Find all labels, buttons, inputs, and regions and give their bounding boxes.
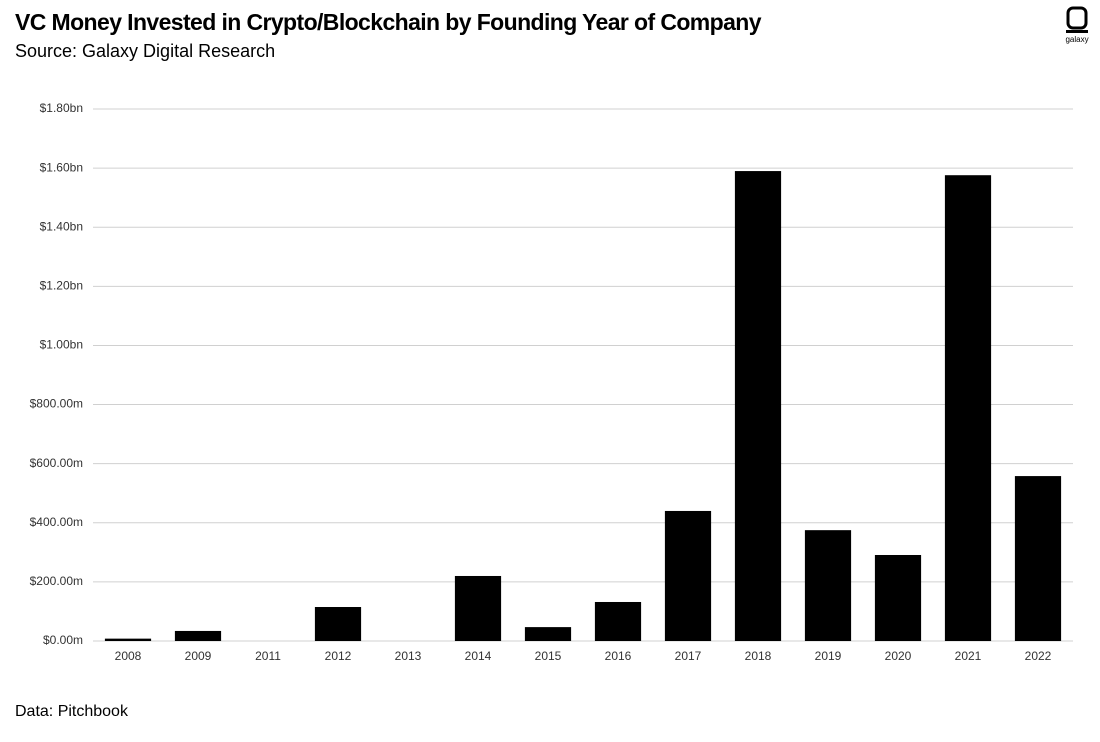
x-tick-label: 2008 xyxy=(115,649,142,663)
y-tick-label: $1.40bn xyxy=(40,219,83,233)
y-tick-label: $1.80bn xyxy=(40,101,83,115)
x-tick-label: 2017 xyxy=(675,649,702,663)
x-tick-label: 2014 xyxy=(465,649,492,663)
y-tick-label: $600.00m xyxy=(30,456,83,470)
bar xyxy=(804,530,852,641)
y-tick-label: $200.00m xyxy=(30,574,83,588)
logo-icon xyxy=(1066,6,1088,30)
x-tick-label: 2021 xyxy=(955,649,982,663)
bar xyxy=(734,171,782,642)
bar xyxy=(1014,476,1062,641)
x-tick-label: 2019 xyxy=(815,649,842,663)
chart-title: VC Money Invested in Crypto/Blockchain b… xyxy=(15,9,762,35)
x-tick-label: 2015 xyxy=(535,649,562,663)
bar xyxy=(314,607,362,641)
logo-text: galaxy xyxy=(1065,35,1088,44)
bar xyxy=(664,510,712,641)
y-tick-label: $800.00m xyxy=(30,397,83,411)
x-tick-label: 2016 xyxy=(605,649,632,663)
bar xyxy=(454,575,502,641)
bar xyxy=(524,627,572,641)
logo-bar xyxy=(1066,30,1088,33)
chart-subtitle: Source: Galaxy Digital Research xyxy=(15,41,275,61)
bar xyxy=(594,601,642,641)
y-tick-label: $1.00bn xyxy=(40,338,83,352)
bar xyxy=(874,554,922,641)
logo xyxy=(1066,6,1088,33)
y-tick-label: $0.00m xyxy=(43,633,83,647)
footnote: Data: Pitchbook xyxy=(15,703,129,720)
x-tick-label: 2013 xyxy=(395,649,422,663)
y-tick-label: $1.60bn xyxy=(40,160,83,174)
x-tick-label: 2022 xyxy=(1025,649,1052,663)
bar xyxy=(944,175,992,641)
x-tick-label: 2020 xyxy=(885,649,912,663)
x-tick-label: 2009 xyxy=(185,649,212,663)
x-tick-label: 2011 xyxy=(255,649,281,663)
x-tick-label: 2012 xyxy=(325,649,352,663)
bar xyxy=(174,630,222,641)
y-tick-label: $1.20bn xyxy=(40,279,83,293)
x-tick-label: 2018 xyxy=(745,649,772,663)
bar xyxy=(104,638,152,641)
y-tick-label: $400.00m xyxy=(30,515,83,529)
